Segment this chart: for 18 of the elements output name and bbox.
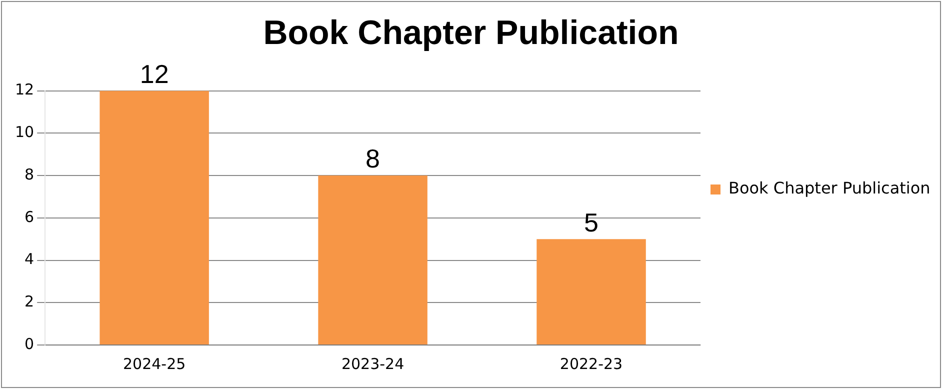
y-tick-label: 12 [14,80,34,99]
bar [100,90,209,344]
y-tick-label: 10 [14,123,34,142]
bar [536,239,646,344]
chart-title: Book Chapter Publication [263,14,679,52]
y-tick-label: 6 [24,208,34,226]
y-tick-label: 2 [24,292,34,311]
y-tick-label: 4 [24,250,34,268]
x-tick-label: 2022-23 [560,354,623,373]
y-tick-label: 0 [24,334,34,353]
legend-label: Book Chapter Publication [728,178,930,198]
x-tick-label: 2024-25 [122,354,186,373]
bar [318,176,428,344]
data-label: 5 [584,207,598,238]
data-label: 12 [140,58,169,89]
y-tick-label: 8 [24,165,34,184]
x-tick-label: 2023-24 [341,354,404,373]
data-label: 8 [366,144,380,174]
